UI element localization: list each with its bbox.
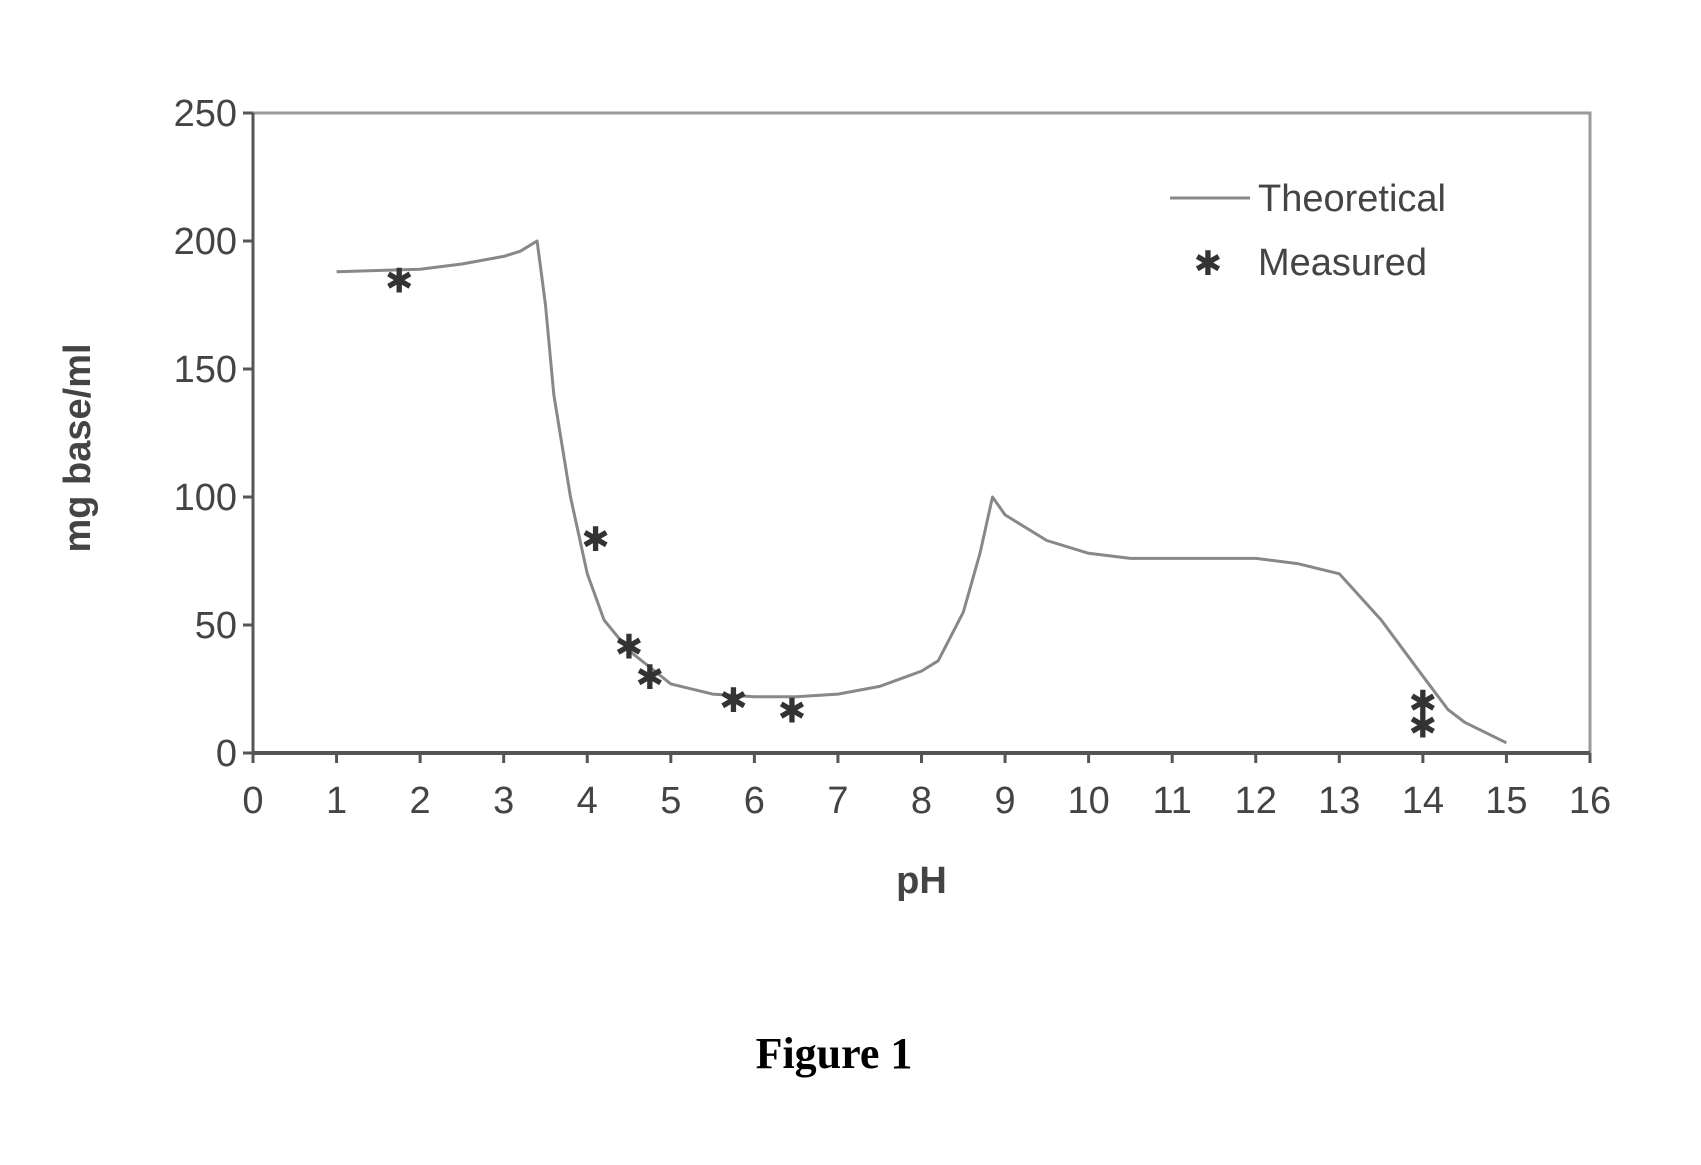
x-tick-label: 16 [1569,780,1611,822]
legend-measured-label: Measured [1258,242,1427,284]
measured-point-marker: ✱ [719,681,748,721]
measured-point-marker: ✱ [385,261,414,301]
x-tick-label: 0 [242,780,263,822]
y-tick-label: 150 [174,349,237,391]
x-tick-label: 14 [1402,780,1444,822]
legend-measured-swatch: ✱ [1194,244,1223,284]
measured-point-marker: ✱ [581,520,610,560]
y-tick-label: 200 [174,221,237,263]
x-tick-label: 9 [994,780,1015,822]
x-tick-label: 13 [1318,780,1360,822]
x-tick-label: 11 [1152,780,1191,822]
legend-theoretical-label: Theoretical [1258,178,1446,220]
x-tick-label: 10 [1067,780,1109,822]
y-axis: 0 50 100 150 200 250 [174,93,253,775]
y-axis-title: mg base/ml [57,343,99,552]
x-tick-label: 12 [1235,780,1277,822]
x-tick-label: 8 [911,780,932,822]
x-tick-label: 1 [326,780,347,822]
y-tick-label: 0 [216,733,237,775]
x-axis-title: pH [896,860,947,902]
y-tick-label: 50 [195,605,237,647]
x-tick-label: 4 [577,780,598,822]
x-tick-label: 5 [660,780,681,822]
x-axis: 012345678910111213141516 [242,753,1611,822]
measured-point-marker: ✱ [778,691,807,731]
measured-point-marker: ✱ [1409,707,1438,747]
x-tick-label: 7 [827,780,848,822]
measured-point-marker: ✱ [636,658,665,698]
x-tick-label: 3 [493,780,514,822]
x-tick-label: 2 [410,780,431,822]
x-tick-label: 15 [1485,780,1527,822]
x-tick-label: 6 [744,780,765,822]
figure-caption: Figure 1 [756,1029,913,1078]
y-tick-label: 100 [174,477,237,519]
y-tick-label: 250 [174,93,237,135]
